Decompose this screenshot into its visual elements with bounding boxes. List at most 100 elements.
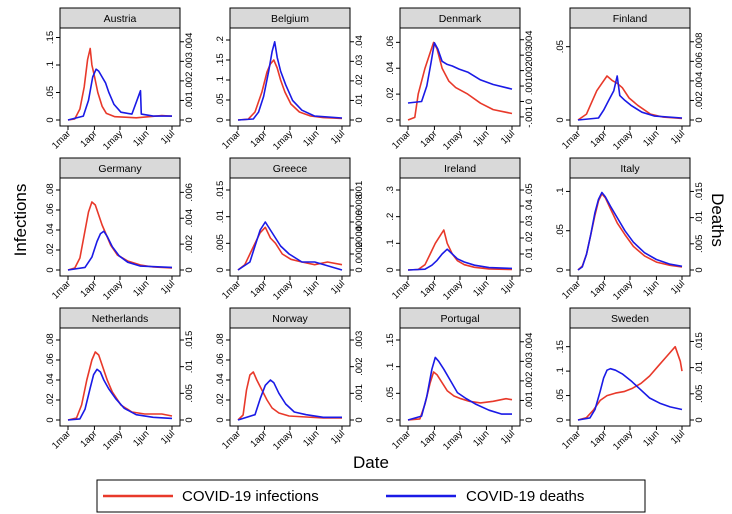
y-right-tick-label: 0 xyxy=(354,117,365,122)
y-right-tick-label: 0 xyxy=(524,99,535,104)
series-line-deaths xyxy=(577,367,683,421)
x-tick-label: 1mar xyxy=(50,278,73,301)
x-tick-label: 1may xyxy=(441,128,465,152)
x-tick-label: 1jul xyxy=(499,128,517,146)
y-left-tick-label: .15 xyxy=(215,53,226,66)
y-left-tick-label: 0 xyxy=(385,417,396,422)
x-tick-label: 1mar xyxy=(220,128,243,151)
y-left-tick-label: 0 xyxy=(45,417,56,422)
y-left-tick-label: .15 xyxy=(385,333,396,346)
x-tick-label: 1apr xyxy=(248,128,269,149)
y-right-tick-label: .005 xyxy=(184,384,195,403)
y-left-tick-label: 0 xyxy=(385,267,396,272)
y-right-tick-label: .015 xyxy=(694,332,705,351)
legend-label-infections: COVID-19 infections xyxy=(182,488,319,505)
panel-title: Netherlands xyxy=(92,313,149,325)
x-tick-label: 1may xyxy=(101,278,125,302)
panel-greece: Greece0.005.01.0150.0002.0004.0006.0008.… xyxy=(215,157,365,303)
y-right-tick-label: 0 xyxy=(524,417,535,422)
panel-austria: Austria 0 .05 .1 .15 0 .001.002 .003.004 1mar 1ap… xyxy=(45,7,195,153)
x-tick-label: 1apr xyxy=(588,428,609,449)
y-left-tick-label: .04 xyxy=(385,62,396,75)
y-right-tick-label: .003 xyxy=(524,46,535,65)
series-line-deaths xyxy=(407,248,513,271)
y-right-tick-label: .0002 xyxy=(354,242,365,266)
x-tick-label: 1apr xyxy=(588,278,609,299)
series-line-deaths xyxy=(577,75,683,121)
panel-title: Austria xyxy=(104,13,137,25)
legend-label-deaths: COVID-19 deaths xyxy=(466,488,584,505)
y-right-tick-label: .015 xyxy=(184,331,195,350)
panel-title: Germany xyxy=(98,163,142,175)
series-line-deaths xyxy=(67,368,173,421)
y-right-tick-label: .005 xyxy=(694,235,705,254)
panel-title: Italy xyxy=(620,163,640,175)
x-tick-label: 1may xyxy=(611,428,635,452)
y-left-tick-label: .15 xyxy=(555,340,566,353)
y-left-tick-label: .015 xyxy=(215,181,226,200)
y-right-tick-label: .01 xyxy=(184,360,195,373)
y-left-tick-label: .02 xyxy=(215,393,226,406)
y-right-tick-label: .001 xyxy=(184,91,195,110)
x-tick-label: 1mar xyxy=(560,428,583,451)
y-left-tick-label: .005 xyxy=(215,234,226,253)
x-tick-label: 1mar xyxy=(390,278,413,301)
y-right-tick-label: .002 xyxy=(184,72,195,91)
y-left-tick-label: .04 xyxy=(45,373,56,386)
y-right-tick-label: .004 xyxy=(524,333,535,352)
x-tick-label: 1may xyxy=(271,428,295,452)
series-line-deaths xyxy=(407,42,513,104)
y-left-tick-label: .1 xyxy=(385,363,396,371)
y-axis-title-left: Infections xyxy=(11,184,30,257)
x-tick-label: 1may xyxy=(271,128,295,152)
y-left-tick-label: .06 xyxy=(45,353,56,366)
series-line-infections xyxy=(67,47,173,121)
x-tick-label: 1jul xyxy=(159,278,177,296)
y-right-tick-label: 0 xyxy=(354,267,365,272)
x-tick-label: 1jun xyxy=(641,428,661,448)
x-tick-label: 1apr xyxy=(418,428,439,449)
panel-title: Greece xyxy=(273,163,308,175)
panel-title: Denmark xyxy=(439,13,482,25)
x-tick-label: 1jun xyxy=(471,278,491,298)
panel-title: Belgium xyxy=(271,13,309,25)
y-right-tick-label: .008 xyxy=(694,33,705,52)
x-tick-label: 1mar xyxy=(390,428,413,451)
y-left-tick-label: .1 xyxy=(45,61,56,69)
x-tick-label: 1apr xyxy=(78,128,99,149)
y-left-tick-label: 0 xyxy=(555,117,566,122)
panel-ireland: Ireland 0 .1 .2 .3 0 .01 .02 .03 .04 .05 1mar 1apr 1m… xyxy=(385,157,535,303)
y-left-tick-label: .3 xyxy=(385,186,396,194)
y-right-tick-label: .004 xyxy=(184,33,195,52)
x-tick-label: 1may xyxy=(611,278,635,302)
y-right-tick-label: .003 xyxy=(524,352,535,371)
panel-frame xyxy=(569,177,691,277)
y-left-tick-label: .08 xyxy=(215,333,226,346)
legend: COVID-19 infections COVID-19 deaths xyxy=(96,479,646,513)
x-tick-label: 1jul xyxy=(499,428,517,446)
y-right-tick-label: .02 xyxy=(354,74,365,87)
series-line-infections xyxy=(237,226,343,271)
y-left-tick-label: .1 xyxy=(215,76,226,84)
y-left-tick-label: .05 xyxy=(215,93,226,106)
panel-frame xyxy=(59,327,181,427)
x-tick-label: 1apr xyxy=(248,428,269,449)
y-left-tick-label: .04 xyxy=(45,223,56,236)
x-tick-label: 1may xyxy=(611,128,635,152)
x-tick-label: 1jun xyxy=(641,278,661,298)
y-left-tick-label: .01 xyxy=(215,210,226,223)
y-left-tick-label: 0 xyxy=(555,417,566,422)
x-tick-label: 1jul xyxy=(669,278,687,296)
y-left-tick-label: .05 xyxy=(385,387,396,400)
panel-frame xyxy=(229,27,351,127)
y-right-tick-label: .03 xyxy=(524,215,535,228)
x-tick-label: 1apr xyxy=(418,128,439,149)
panel-frame xyxy=(399,327,521,427)
x-tick-label: 1jul xyxy=(329,128,347,146)
y-axis-title-right: Deaths xyxy=(708,193,727,247)
x-tick-label: 1may xyxy=(271,278,295,302)
y-right-tick-label: 0 xyxy=(184,417,195,422)
panel-title: Portugal xyxy=(440,313,479,325)
panel-frame xyxy=(59,177,181,277)
